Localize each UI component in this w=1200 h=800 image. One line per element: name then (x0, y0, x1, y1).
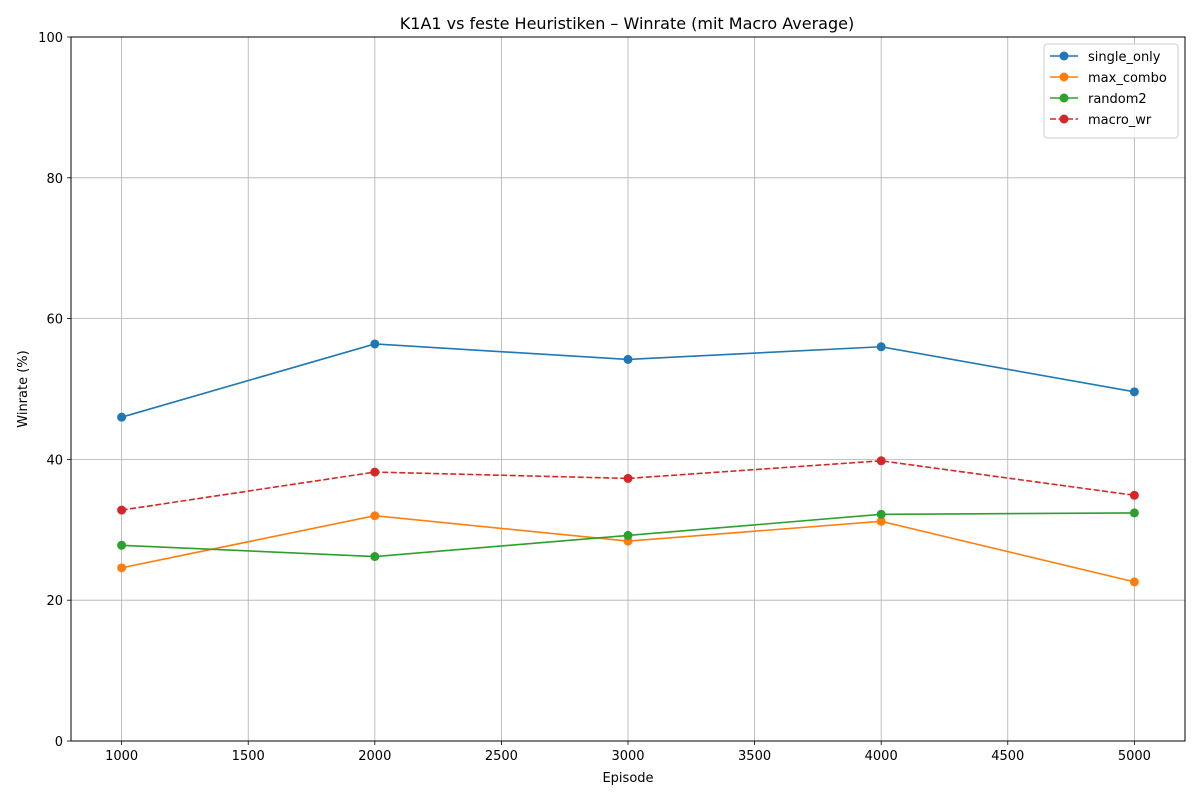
x-tick-label: 4500 (991, 749, 1024, 764)
data-point (117, 540, 127, 550)
data-point (876, 456, 886, 466)
legend-item: macro_wr (1050, 113, 1152, 128)
y-tick-label: 40 (46, 453, 63, 468)
plot-area (117, 339, 1139, 587)
data-point (876, 509, 886, 519)
grid (71, 36, 1185, 742)
x-tick-label: 3500 (738, 749, 771, 764)
legend-item: random2 (1050, 92, 1147, 107)
data-point (876, 516, 886, 526)
legend-item: max_combo (1050, 71, 1167, 86)
y-tick-label: 80 (46, 172, 63, 187)
series-macro_wr (117, 456, 1139, 515)
data-point (370, 339, 380, 349)
legend-item: single_only (1050, 50, 1161, 65)
legend-marker (1059, 72, 1069, 82)
y-tick-label: 100 (38, 31, 63, 46)
x-tick-label: 5000 (1118, 749, 1151, 764)
x-tick-label: 3000 (611, 749, 644, 764)
x-tick-label: 2000 (358, 749, 391, 764)
x-tick-label: 2500 (485, 749, 518, 764)
legend: single_only max_combo random2 macro_wr (1043, 43, 1179, 139)
chart-title: K1A1 vs feste Heuristiken – Winrate (mit… (400, 14, 854, 33)
x-tick-label: 1500 (232, 749, 265, 764)
data-point (1129, 387, 1139, 397)
legend-marker (1059, 93, 1069, 103)
series-random2 (117, 508, 1139, 562)
data-point (876, 342, 886, 352)
legend-marker (1059, 51, 1069, 61)
data-point (117, 412, 127, 422)
data-point (1129, 490, 1139, 500)
data-point (370, 467, 380, 477)
y-axis-title: Winrate (%) (16, 350, 31, 427)
data-point (623, 530, 633, 540)
legend-label: single_only (1088, 50, 1161, 65)
axes: 1000 1500 2000 2500 3000 3500 4000 4500 5000 0 20 4… (38, 31, 1151, 764)
x-tick-label: 4000 (865, 749, 898, 764)
data-point (370, 511, 380, 521)
x-axis-title: Episode (602, 771, 653, 786)
series-single_only (117, 339, 1139, 422)
y-tick-label: 60 (46, 313, 63, 328)
data-point (623, 473, 633, 483)
y-tick-label: 20 (46, 594, 63, 609)
series-line (121, 460, 1135, 511)
legend-marker (1059, 114, 1069, 124)
data-point (1129, 577, 1139, 587)
data-point (117, 505, 127, 515)
x-tick-label: 1000 (105, 749, 138, 764)
legend-label: max_combo (1088, 71, 1167, 86)
y-tick-label: 0 (55, 735, 63, 750)
legend-box (1043, 43, 1179, 139)
data-point (1129, 508, 1139, 518)
legend-label: random2 (1088, 92, 1147, 107)
data-point (623, 354, 633, 364)
data-point (117, 563, 127, 573)
data-point (370, 552, 380, 562)
legend-label: macro_wr (1088, 113, 1152, 128)
